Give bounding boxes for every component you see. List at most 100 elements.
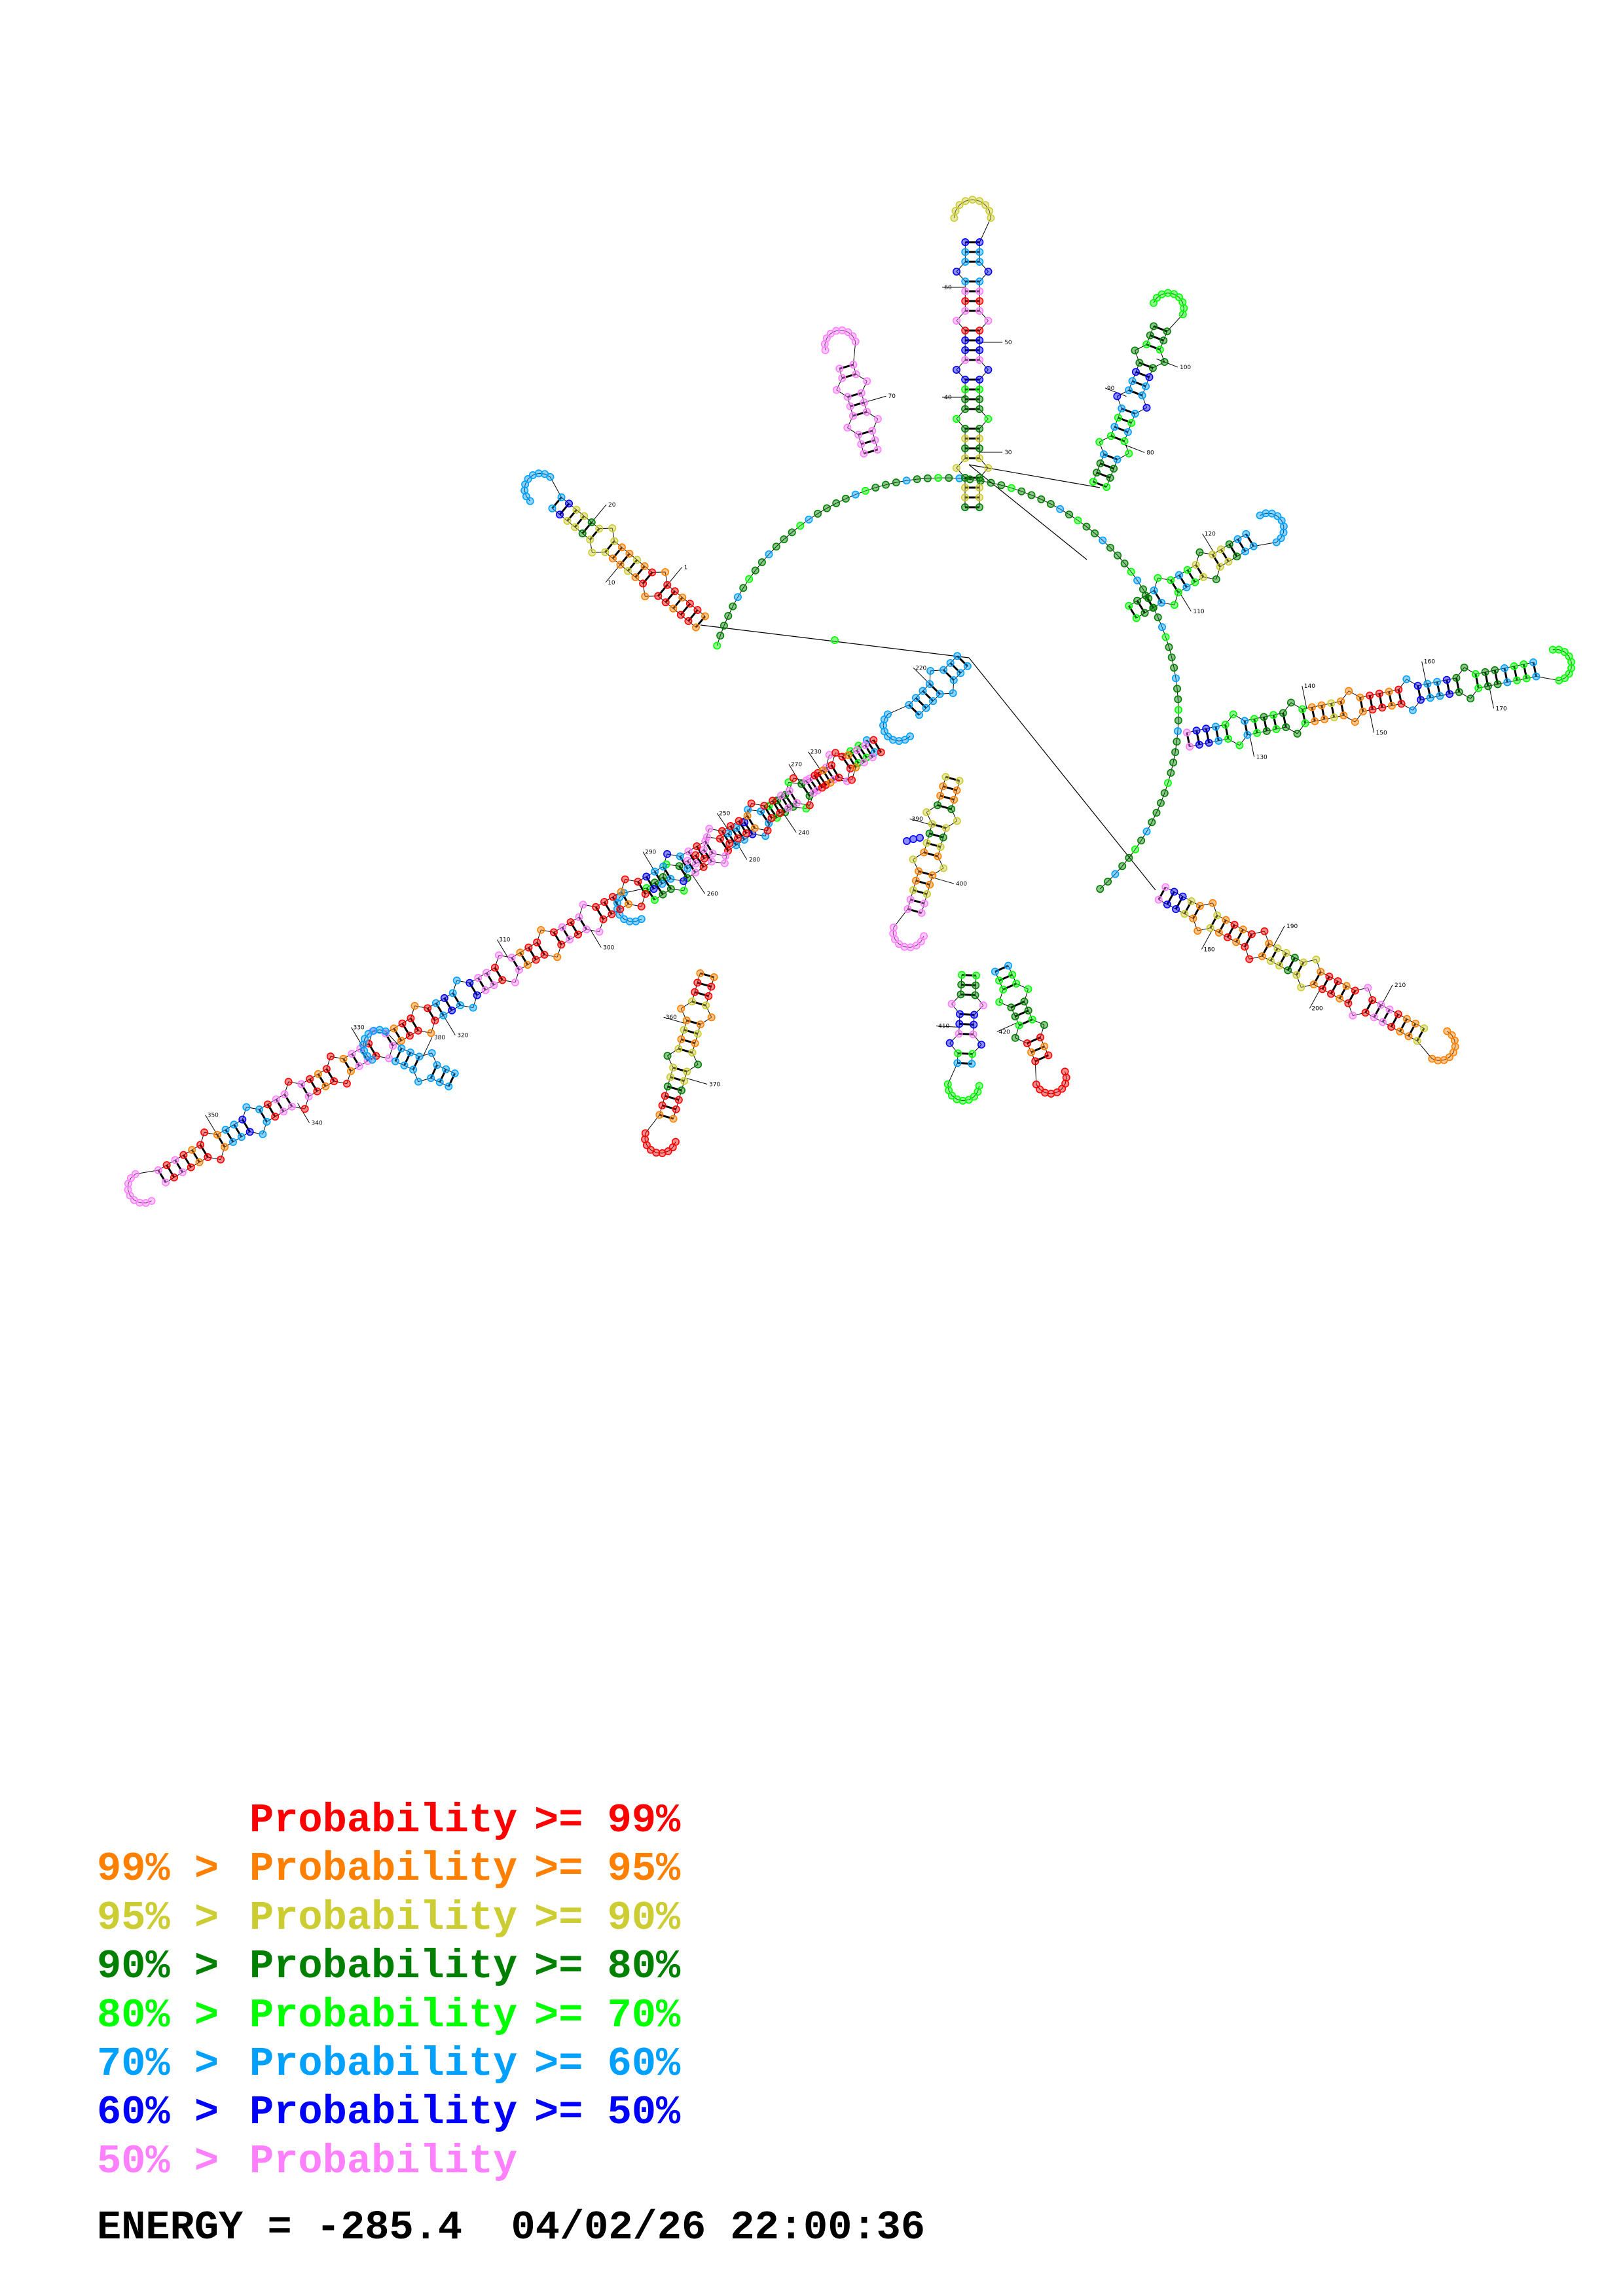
base-pair-bond [816, 772, 827, 786]
base-pair-bond [342, 1058, 352, 1072]
backbone-segment [847, 427, 859, 435]
backbone-segment [1237, 533, 1247, 540]
backbone-segment [1124, 563, 1132, 572]
backbone-segment [817, 508, 828, 514]
backbone-segment [418, 1030, 431, 1033]
base-pair-bond [852, 410, 867, 417]
backbone-segment [1131, 571, 1138, 581]
nucleotide [1189, 914, 1197, 923]
backbone-segment [1163, 331, 1168, 341]
nucleotide [915, 867, 923, 876]
backbone-segment [1301, 984, 1314, 988]
backbone-segment [158, 1164, 167, 1171]
nucleotide [666, 874, 675, 883]
nucleotide [740, 835, 748, 844]
nucleotide [1275, 961, 1284, 970]
nucleotide [1165, 643, 1173, 651]
nucleotide [868, 427, 877, 435]
nucleotide [1481, 668, 1489, 676]
nucleotide [1142, 340, 1151, 349]
nucleotide [1245, 955, 1254, 963]
nucleotide [1127, 567, 1135, 576]
backbone-segment [915, 871, 919, 881]
nucleotide [558, 923, 566, 931]
backbone-segment [1096, 463, 1101, 473]
backbone-segment [956, 418, 966, 429]
backbone-segment [706, 836, 720, 839]
nucleotide [934, 852, 942, 861]
base-pair-bond [780, 795, 790, 809]
nucleotide [976, 454, 984, 463]
nucleotide [330, 1077, 338, 1086]
base-pair-bond [403, 1052, 412, 1066]
base-pair-bond [627, 559, 638, 572]
nucleotide [595, 927, 604, 936]
nucleotide [1242, 529, 1250, 538]
nucleotide [684, 865, 692, 873]
backbone-segment [700, 1016, 712, 1025]
backbone-segment [940, 837, 944, 848]
nucleotide [213, 1130, 221, 1139]
backbone-segment [498, 955, 512, 958]
base-pair-bond [945, 776, 960, 782]
nucleotide [553, 953, 562, 961]
nucleotide [1349, 1011, 1357, 1020]
nucleotide [1265, 939, 1273, 948]
backbone-segment [780, 790, 790, 797]
nucleotide [469, 1003, 477, 1012]
nucleotide [301, 1105, 309, 1113]
backbone-segment [418, 1077, 431, 1083]
base-pair-bond [1311, 707, 1316, 722]
nucleotide [490, 981, 498, 990]
base-pair-bond [1030, 1045, 1045, 1054]
nucleotide [852, 763, 860, 772]
nucleotide [819, 766, 828, 774]
backbone-segment [748, 809, 761, 812]
backbone-segment [921, 903, 925, 914]
position-label: 260 [707, 891, 718, 898]
nucleotide [744, 806, 752, 814]
backbone-segment [958, 1014, 960, 1024]
backbone-segment [351, 1027, 363, 1047]
backbone-segment [1249, 956, 1262, 960]
backbone-segment [1320, 971, 1330, 977]
nucleotide [868, 753, 877, 762]
backbone-segment [350, 1066, 360, 1072]
backbone-segment [242, 1107, 247, 1120]
base-pair-bond [1262, 717, 1268, 732]
backbone-segment [541, 929, 554, 933]
backbone-segment [1135, 840, 1142, 850]
nucleotide [655, 1111, 664, 1119]
backbone-segment [1225, 714, 1234, 725]
backbone-segment [1218, 932, 1228, 938]
backbone-segment [1078, 520, 1087, 528]
nucleotide [1247, 930, 1256, 939]
backbone-segment [956, 310, 966, 321]
nucleotide [1027, 491, 1036, 499]
nucleotide [805, 801, 814, 810]
backbone-segment [932, 868, 944, 876]
backbone-segment [896, 480, 907, 483]
backbone-segment [1030, 1052, 1036, 1062]
backbone-segment [1324, 717, 1334, 720]
nucleotide [925, 829, 934, 838]
base-pair-bond [847, 754, 857, 768]
nucleotide [1522, 674, 1531, 683]
nucleotide [1103, 482, 1111, 491]
backbone-segment [1100, 454, 1104, 464]
backbone-segment [1044, 1046, 1049, 1056]
backbone-segment [1186, 730, 1197, 733]
backbone-segment [1235, 941, 1245, 948]
base-pair-bond [679, 855, 689, 870]
backbone-segment [519, 964, 528, 971]
base-pair-bond [665, 1094, 680, 1101]
backbone-segment [865, 487, 876, 492]
backbone-segment [909, 818, 932, 826]
base-pair-bond [594, 906, 604, 920]
backbone-segment [1229, 539, 1238, 545]
base-pair-bond [662, 876, 672, 890]
nucleotide [1235, 741, 1244, 749]
backbone-segment [730, 820, 739, 827]
backbone-segment [700, 624, 970, 658]
nucleotide [1385, 1005, 1394, 1014]
